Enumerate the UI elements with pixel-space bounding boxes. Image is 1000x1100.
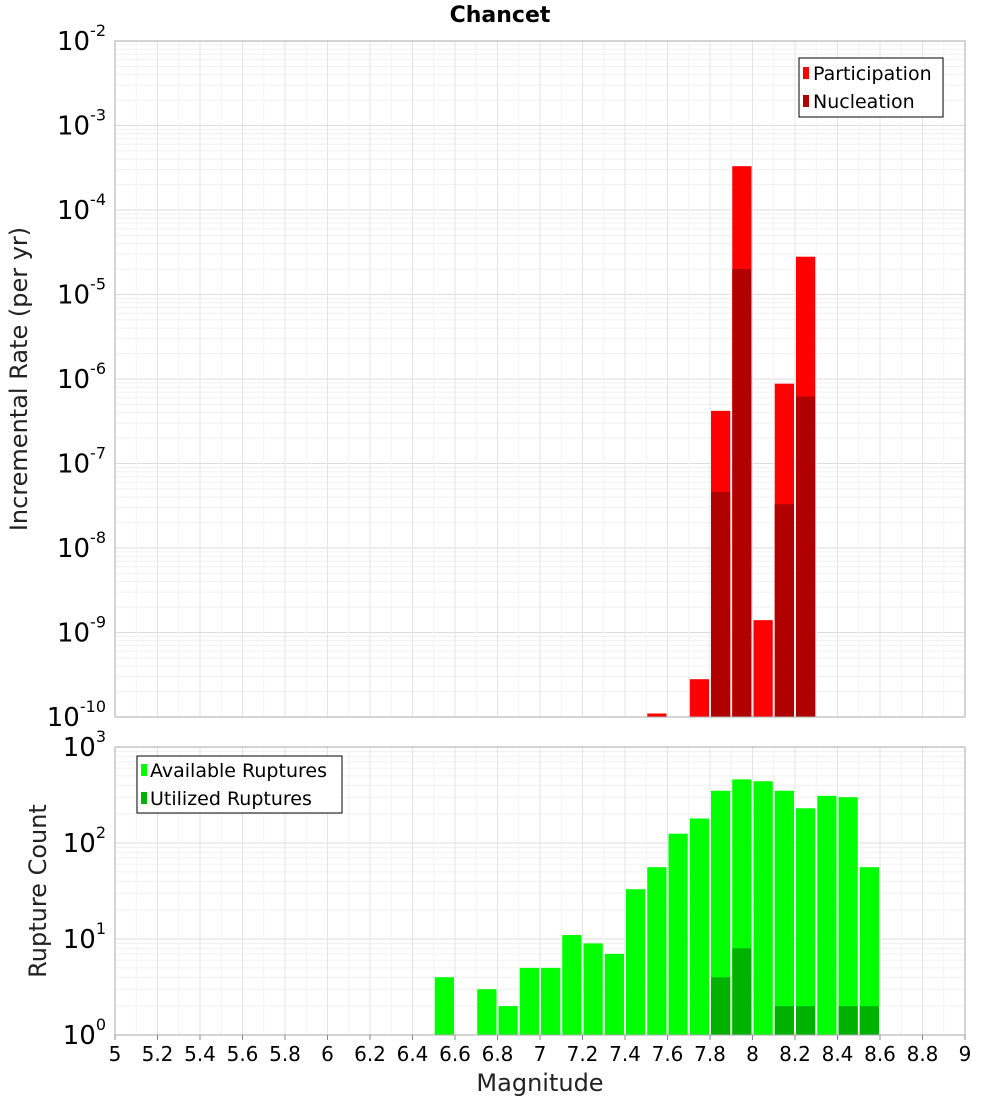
y-tick-label: 10-4 bbox=[57, 190, 106, 226]
bar-available-ruptures-18 bbox=[838, 797, 858, 1035]
bar-available-ruptures-9 bbox=[647, 867, 667, 1035]
y-tick-label: 10-8 bbox=[57, 528, 106, 564]
x-tick-label: 6.6 bbox=[439, 1042, 471, 1066]
bar-available-ruptures-6 bbox=[583, 943, 603, 1035]
bar-participation-0 bbox=[647, 713, 667, 717]
legend-label-utilized-ruptures: Utilized Ruptures bbox=[150, 788, 312, 810]
bar-available-ruptures-0 bbox=[434, 977, 454, 1035]
legend-swatch-utilized-ruptures bbox=[141, 792, 147, 804]
x-tick-label: 8 bbox=[746, 1042, 759, 1066]
bar-nucleation-0 bbox=[711, 491, 731, 717]
x-tick-label: 7.4 bbox=[609, 1042, 641, 1066]
x-tick-label: 5.4 bbox=[184, 1042, 216, 1066]
x-tick-label: 6.4 bbox=[397, 1042, 429, 1066]
bar-utilized-ruptures-4 bbox=[732, 948, 752, 1035]
legend-label-participation: Participation bbox=[813, 63, 932, 85]
bar-utilized-ruptures-3 bbox=[711, 977, 731, 1035]
top-grid bbox=[114, 40, 966, 718]
y-tick-label: 101 bbox=[63, 919, 106, 955]
bar-available-ruptures-1 bbox=[477, 989, 497, 1035]
chart-title: Chancet bbox=[450, 3, 551, 28]
x-axis-label: Magnitude bbox=[476, 1069, 603, 1097]
bar-available-ruptures-3 bbox=[519, 967, 539, 1035]
x-tick-label: 6 bbox=[321, 1042, 334, 1066]
x-tick-label: 5.2 bbox=[142, 1042, 174, 1066]
bar-available-ruptures-14 bbox=[753, 781, 773, 1035]
bar-nucleation-3 bbox=[796, 396, 816, 717]
bottom-y-ticks: 103 102 101 100 bbox=[63, 727, 106, 1051]
bottom-legend-box bbox=[136, 755, 343, 814]
y-tick-label: 10-5 bbox=[57, 275, 106, 311]
x-tick-label: 8.4 bbox=[822, 1042, 854, 1066]
bar-available-ruptures-19 bbox=[859, 867, 879, 1035]
x-tick-label: 7.8 bbox=[694, 1042, 726, 1066]
legend-swatch-available-ruptures bbox=[141, 764, 147, 776]
x-tick-label: 7 bbox=[534, 1042, 547, 1066]
top-legend: Participation Nucleation bbox=[798, 57, 944, 118]
bar-available-ruptures-4 bbox=[541, 967, 561, 1035]
x-tick-label: 8.6 bbox=[864, 1042, 896, 1066]
y-tick-label: 10-10 bbox=[47, 697, 106, 733]
y-tick-label: 100 bbox=[63, 1015, 106, 1051]
bar-available-ruptures-2 bbox=[498, 1006, 518, 1035]
bar-available-ruptures-12 bbox=[711, 790, 731, 1035]
x-tick-label: 7.2 bbox=[567, 1042, 599, 1066]
x-tick-label: 9 bbox=[959, 1042, 972, 1066]
x-tick-label: 6.2 bbox=[354, 1042, 386, 1066]
top-legend-box bbox=[798, 57, 944, 118]
y-tick-label: 10-7 bbox=[57, 444, 106, 480]
bar-utilized-ruptures-10 bbox=[859, 1006, 879, 1035]
x-tick-label: 5 bbox=[109, 1042, 122, 1066]
bar-available-ruptures-17 bbox=[817, 795, 837, 1035]
bar-utilized-ruptures-9 bbox=[838, 1006, 858, 1035]
legend-swatch-participation bbox=[803, 67, 809, 79]
bar-available-ruptures-7 bbox=[604, 953, 624, 1035]
bottom-legend: Available Ruptures Utilized Ruptures bbox=[136, 755, 343, 814]
bar-available-ruptures-11 bbox=[689, 818, 709, 1035]
y-tick-label: 103 bbox=[63, 727, 106, 763]
x-tick-label: 8.2 bbox=[779, 1042, 811, 1066]
bar-participation-4 bbox=[753, 620, 773, 717]
x-tick-label: 7.6 bbox=[652, 1042, 684, 1066]
y-tick-label: 10-3 bbox=[57, 106, 106, 142]
bar-available-ruptures-10 bbox=[668, 833, 688, 1035]
bar-available-ruptures-15 bbox=[774, 790, 794, 1035]
top-y-axis-label: Incremental Rate (per yr) bbox=[5, 227, 33, 531]
bar-participation-1 bbox=[689, 679, 709, 717]
x-tick-label: 8.8 bbox=[907, 1042, 939, 1066]
x-ticks: 5 5.2 5.4 5.6 5.8 6 6.2 6.4 6.6 6.8 7 7.2 7.4 7.6 7.8 8… bbox=[109, 1035, 972, 1066]
bar-available-ruptures-16 bbox=[796, 808, 816, 1035]
x-tick-label: 6.8 bbox=[482, 1042, 514, 1066]
bar-utilized-ruptures-6 bbox=[774, 1006, 794, 1035]
bar-nucleation-2 bbox=[774, 504, 794, 717]
x-tick-label: 5.8 bbox=[269, 1042, 301, 1066]
y-tick-label: 10-9 bbox=[57, 613, 106, 649]
top-bars bbox=[647, 166, 816, 718]
bottom-y-axis-label: Rupture Count bbox=[24, 804, 52, 978]
top-plot-frame bbox=[114, 40, 966, 718]
legend-label-available-ruptures: Available Ruptures bbox=[150, 760, 327, 782]
y-tick-label: 102 bbox=[63, 823, 106, 859]
legend-label-nucleation: Nucleation bbox=[813, 91, 915, 113]
bottom-bars bbox=[434, 779, 879, 1035]
y-tick-label: 10-6 bbox=[57, 359, 106, 395]
bar-nucleation-1 bbox=[732, 269, 752, 717]
legend-swatch-nucleation bbox=[803, 95, 809, 107]
y-tick-label: 10-2 bbox=[57, 21, 106, 57]
x-tick-label: 5.6 bbox=[227, 1042, 259, 1066]
bar-available-ruptures-5 bbox=[562, 935, 582, 1035]
bar-available-ruptures-8 bbox=[626, 889, 646, 1035]
top-y-ticks: 10-2 10-3 10-4 10-5 10-6 10-7 10-8 10-9 10-10 bbox=[47, 21, 106, 733]
bar-utilized-ruptures-7 bbox=[796, 1006, 816, 1035]
